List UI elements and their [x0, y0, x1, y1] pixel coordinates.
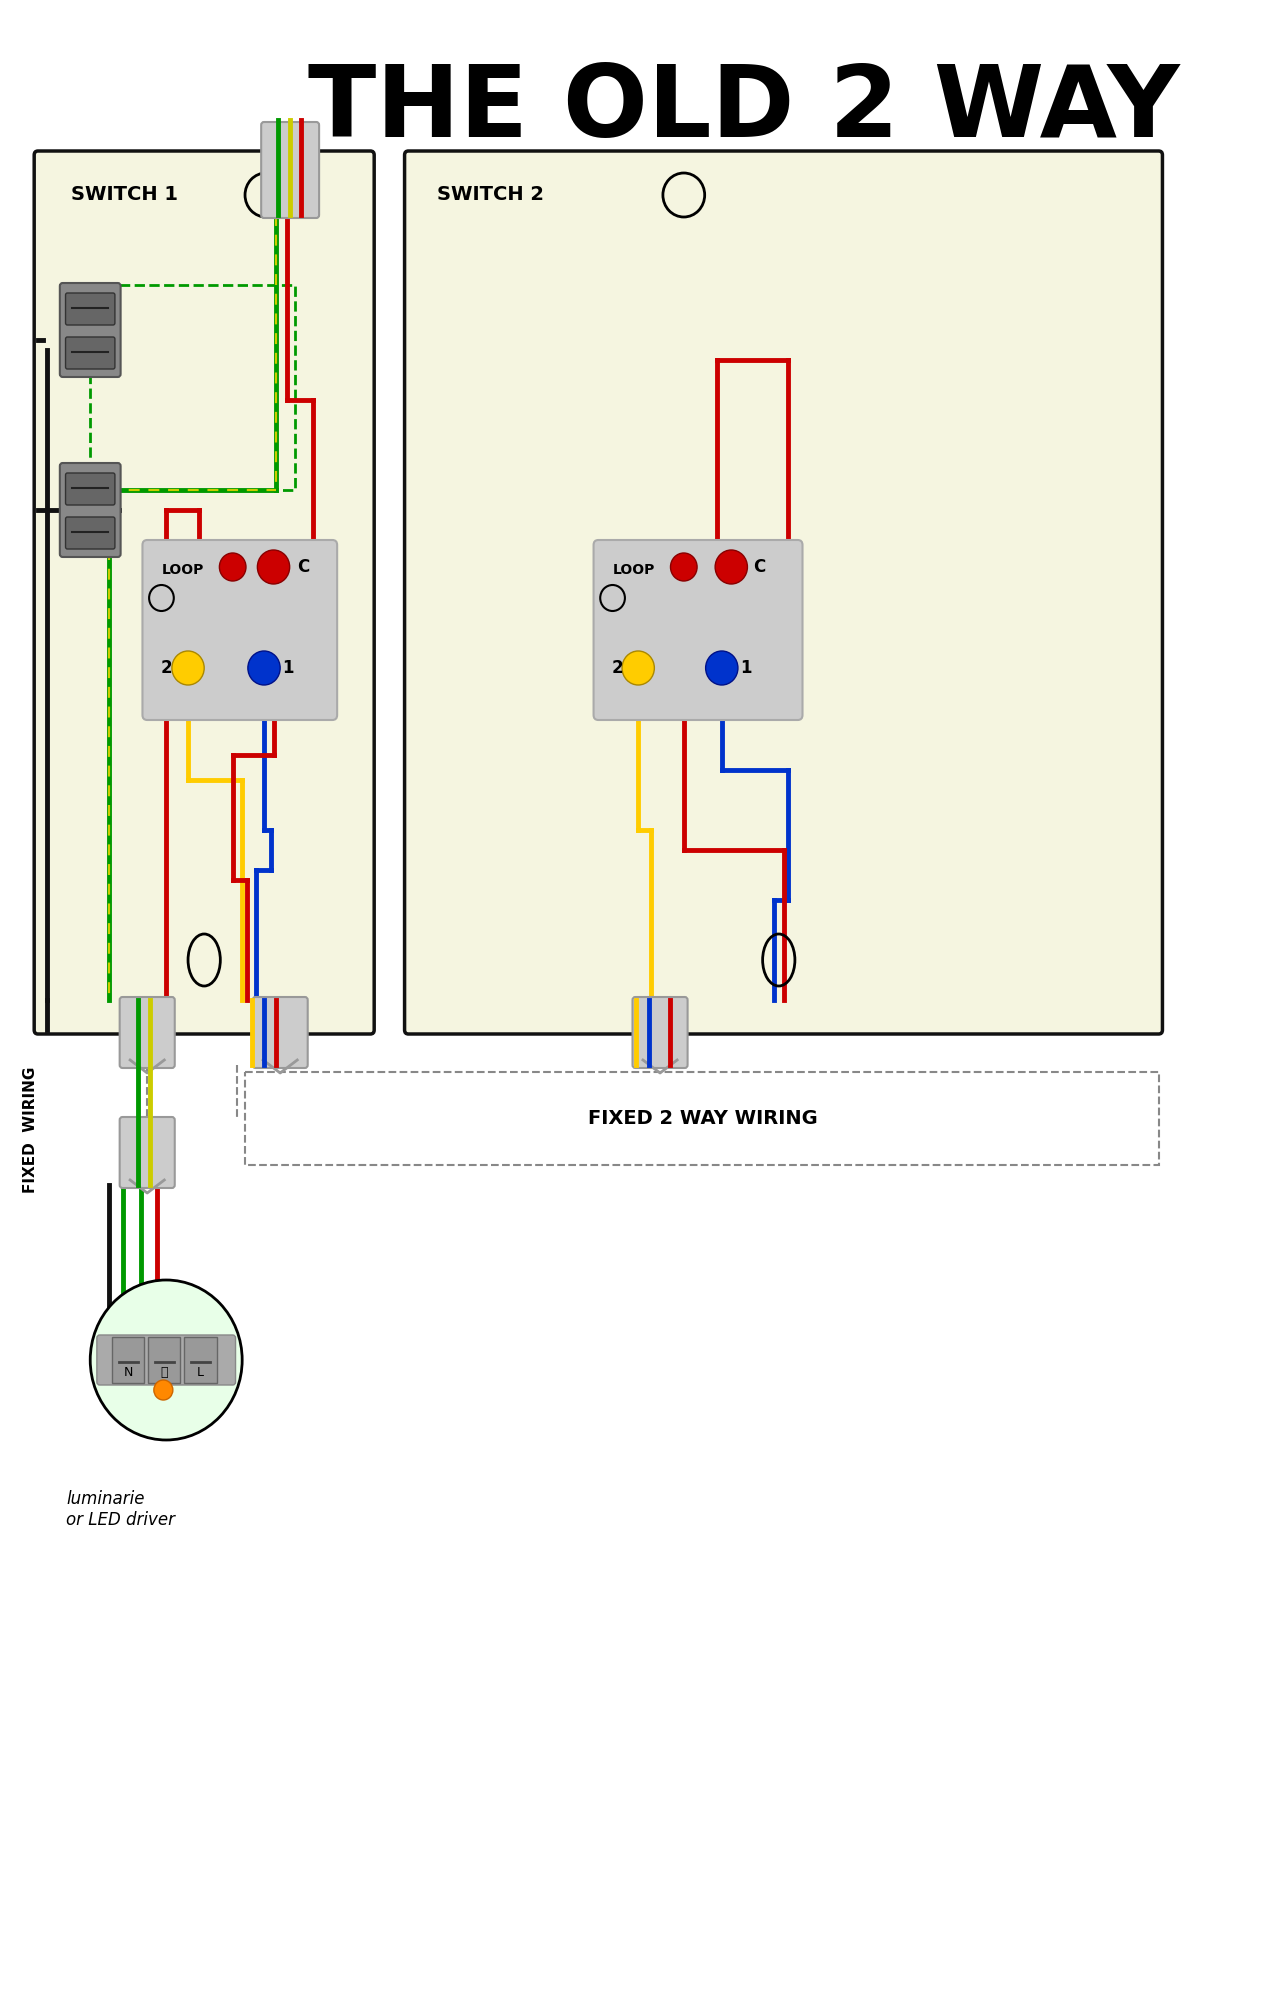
- Circle shape: [705, 652, 738, 684]
- FancyBboxPatch shape: [66, 292, 115, 324]
- Circle shape: [172, 652, 205, 684]
- Text: N: N: [124, 1366, 133, 1380]
- Circle shape: [90, 1280, 243, 1440]
- FancyBboxPatch shape: [34, 152, 374, 1034]
- Text: 1: 1: [282, 660, 293, 676]
- Circle shape: [670, 552, 696, 580]
- FancyBboxPatch shape: [253, 996, 307, 1068]
- FancyBboxPatch shape: [66, 516, 115, 548]
- Text: ⏚: ⏚: [161, 1366, 168, 1380]
- Text: L: L: [197, 1366, 204, 1380]
- FancyBboxPatch shape: [148, 1336, 181, 1384]
- FancyBboxPatch shape: [185, 1336, 216, 1384]
- FancyBboxPatch shape: [66, 336, 115, 368]
- FancyBboxPatch shape: [143, 540, 337, 720]
- Text: SWITCH 1: SWITCH 1: [71, 186, 178, 204]
- Text: FIXED 2 WAY WIRING: FIXED 2 WAY WIRING: [588, 1108, 818, 1128]
- Text: LOOP: LOOP: [613, 564, 655, 576]
- FancyBboxPatch shape: [97, 1336, 235, 1384]
- Circle shape: [154, 1380, 173, 1400]
- Text: C: C: [753, 558, 766, 576]
- Text: 1: 1: [739, 660, 751, 676]
- FancyBboxPatch shape: [404, 152, 1163, 1034]
- Circle shape: [220, 552, 246, 580]
- Text: SWITCH 2: SWITCH 2: [437, 186, 544, 204]
- FancyBboxPatch shape: [120, 1116, 174, 1188]
- FancyBboxPatch shape: [59, 282, 120, 376]
- FancyBboxPatch shape: [112, 1336, 144, 1384]
- Circle shape: [248, 652, 281, 684]
- FancyBboxPatch shape: [120, 996, 174, 1068]
- Circle shape: [622, 652, 655, 684]
- Circle shape: [258, 550, 289, 584]
- Text: FIXED  WIRING: FIXED WIRING: [23, 1066, 38, 1194]
- FancyBboxPatch shape: [632, 996, 688, 1068]
- FancyBboxPatch shape: [59, 464, 120, 556]
- Text: THE OLD 2 WAY: THE OLD 2 WAY: [308, 62, 1181, 158]
- FancyBboxPatch shape: [66, 472, 115, 504]
- FancyBboxPatch shape: [594, 540, 803, 720]
- Circle shape: [715, 550, 747, 584]
- FancyBboxPatch shape: [262, 122, 319, 218]
- Text: luminarie
or LED driver: luminarie or LED driver: [67, 1490, 176, 1528]
- Text: 2: 2: [612, 660, 623, 676]
- Text: C: C: [297, 558, 310, 576]
- Text: 2: 2: [161, 660, 172, 676]
- Text: LOOP: LOOP: [162, 564, 204, 576]
